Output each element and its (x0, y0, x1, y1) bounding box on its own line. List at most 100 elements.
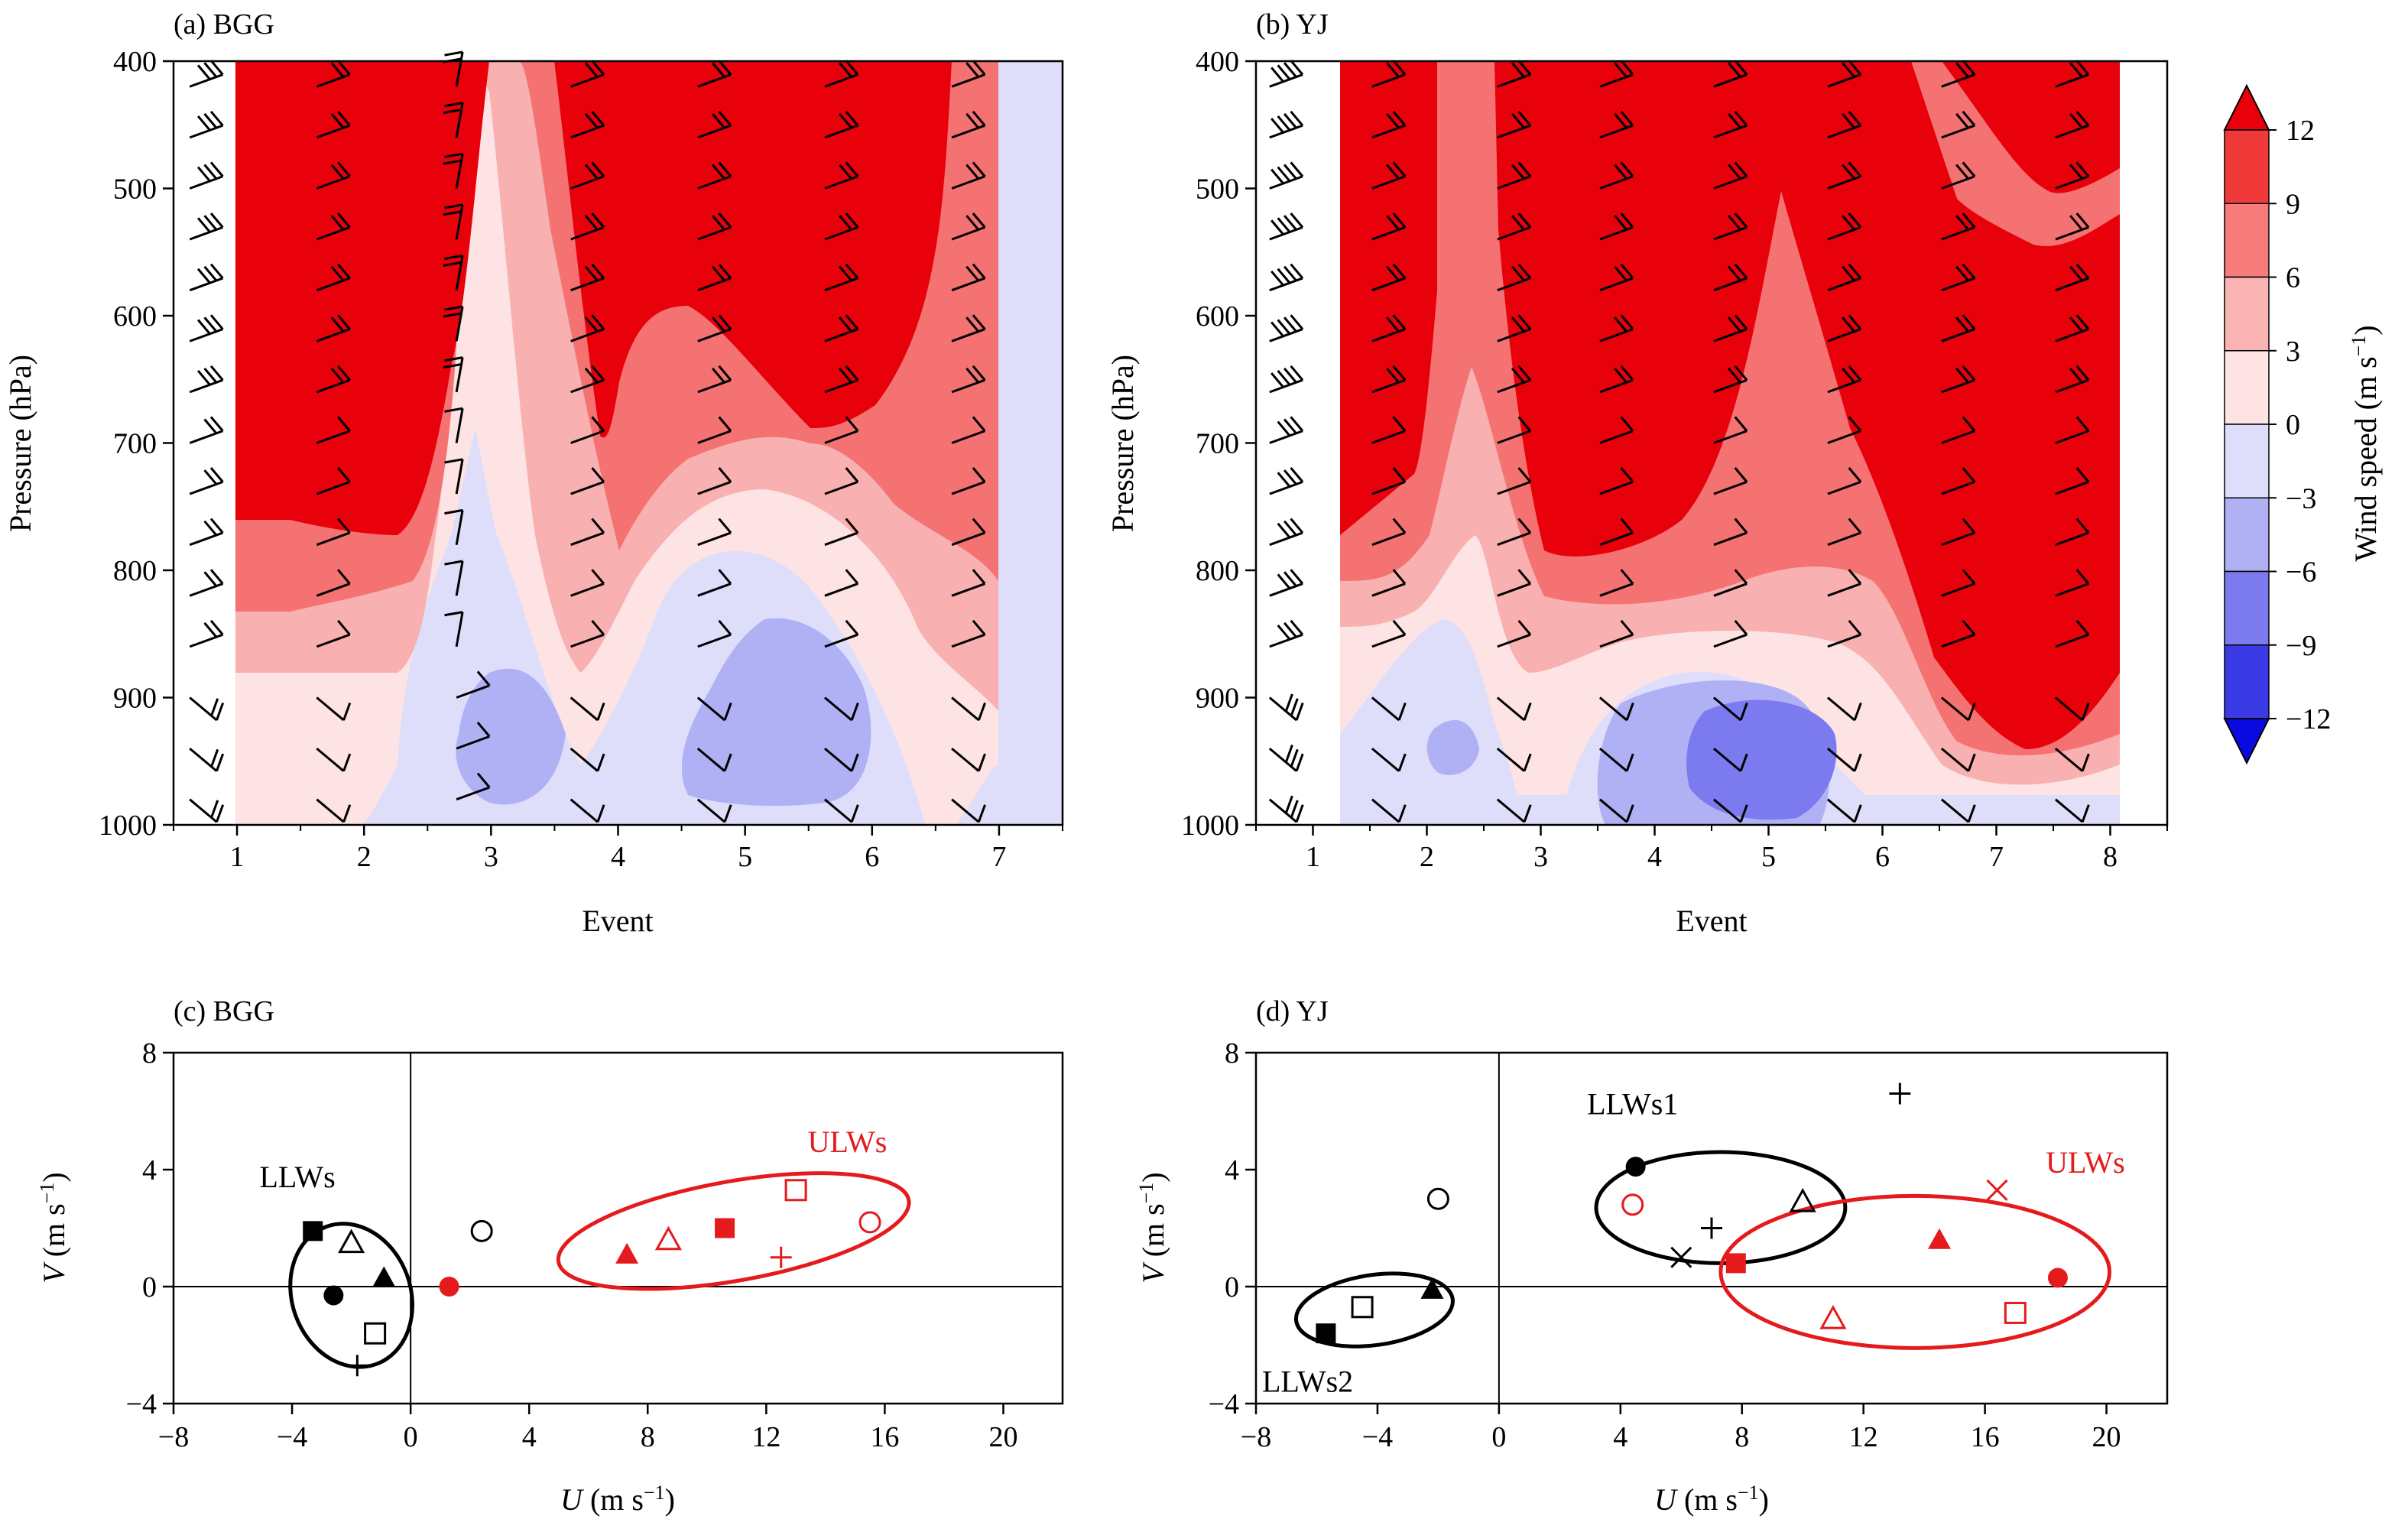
panel-c-y-tick-label: 0 (142, 1271, 157, 1303)
wind-barb-feather (972, 161, 986, 177)
wind-barb (570, 73, 605, 88)
colorbar-tick-label: 12 (2286, 115, 2315, 147)
wind-barb-feather (845, 619, 859, 636)
wind-barb-feather (1386, 112, 1400, 129)
panel-a-y-tick-label: 500 (113, 174, 157, 206)
wind-barb-feather (1392, 467, 1407, 483)
colorbar-tick-label: −9 (2286, 630, 2316, 662)
wind-barb-feather (444, 305, 463, 311)
wind-barb-feather (1955, 367, 1969, 384)
panel-b-y-tick-label: 600 (1196, 300, 1239, 333)
wind-barb-feather (1848, 60, 1862, 76)
wind-barb-feather (1511, 215, 1525, 231)
wind-barb-feather (1523, 804, 1532, 823)
wind-barb-feather (1392, 161, 1407, 177)
wind-barb-feather (443, 312, 462, 318)
wind-barb-feather (1728, 164, 1741, 180)
colorbar-box (2224, 424, 2270, 498)
wind-barb-feather (1967, 804, 1976, 823)
wind-barb (1826, 798, 1856, 823)
wind-barb-feather (1955, 215, 1969, 231)
wind-barb (316, 480, 351, 495)
wind-barb-feather (337, 213, 351, 229)
wind-barb-feather (845, 263, 859, 279)
wind-barb-feather (209, 314, 224, 330)
wind-barb (1713, 531, 1748, 547)
wind-barb-feather (2075, 60, 2090, 76)
wind-barb (1268, 696, 1298, 722)
wind-barb (697, 378, 732, 394)
wind-barb-feather (1955, 62, 1969, 78)
wind-barb-feather (196, 115, 211, 131)
wind-barb (1826, 696, 1856, 722)
panel-c-xlabel: U (m s−1) (560, 1482, 675, 1517)
wind-barb (455, 510, 464, 545)
colorbar-tick-label: 3 (2286, 336, 2300, 368)
wind-barb-feather (203, 418, 218, 434)
wind-barb (189, 175, 223, 190)
data-point (439, 1277, 459, 1297)
wind-barb-feather (1392, 518, 1407, 534)
wind-barb-feather (845, 569, 859, 585)
wind-barb (1598, 696, 1628, 722)
wind-barb (316, 798, 345, 823)
panel-c-x-tick-label: −8 (158, 1421, 189, 1453)
wind-barb-feather (591, 569, 605, 585)
wind-barb-feather (718, 314, 732, 330)
wind-barb (189, 378, 223, 394)
wind-barb (696, 747, 726, 772)
wind-barb-feather (203, 469, 218, 485)
wind-barb (1827, 73, 1861, 88)
wind-barb (824, 124, 858, 139)
wind-barb (824, 277, 858, 292)
wind-barb (1827, 633, 1861, 648)
wind-barb-feather (1614, 367, 1628, 384)
wind-barb (1371, 226, 1406, 241)
wind-barb-feather (203, 62, 218, 78)
wind-barb-feather (965, 367, 980, 384)
panel-d-group-label: LLWs1 (1587, 1086, 1678, 1121)
wind-barb (697, 430, 732, 444)
wind-barb-feather (330, 316, 345, 333)
wind-barb (1827, 378, 1861, 394)
wind-barb (189, 328, 223, 342)
wind-barb (455, 51, 464, 87)
wind-barb-feather (977, 804, 986, 823)
wind-barb (2055, 124, 2089, 139)
wind-barb-feather (1517, 161, 1532, 177)
wind-barb (951, 583, 985, 597)
wind-barb-feather (965, 164, 980, 180)
wind-barb-feather (2069, 265, 2083, 282)
wind-barb-feather (1397, 702, 1407, 721)
wind-barb-feather (850, 702, 859, 721)
data-point (1789, 1187, 1816, 1212)
wind-barb-feather (1511, 62, 1525, 78)
wind-barb (455, 102, 464, 138)
wind-barb (1497, 73, 1531, 88)
wind-barb (1713, 226, 1748, 241)
wind-barb (1941, 531, 1975, 547)
wind-barb-feather (203, 367, 218, 384)
panel-b-ticks: 1 2 3 4 5 6 7 8 400 500 600 700 800 900 1000 (1181, 46, 2168, 873)
wind-barb-feather (850, 753, 859, 772)
wind-barb-feather (1277, 472, 1291, 488)
wind-barb-feather (845, 518, 859, 534)
data-point (1725, 1253, 1746, 1274)
data-point (770, 1246, 792, 1268)
wind-barb-feather (1734, 569, 1748, 585)
data-point (654, 1225, 682, 1251)
wind-barb (1268, 747, 1298, 772)
data-point (1670, 1246, 1692, 1268)
wind-barb-feather (591, 263, 605, 279)
wind-barb (2055, 480, 2089, 495)
panel-b-x-tick-label: 6 (1875, 841, 1890, 873)
wind-barb-feather (203, 265, 218, 282)
wind-barb-feather (591, 161, 605, 177)
panel-c-group-ellipse (556, 1171, 911, 1291)
wind-barb (570, 798, 599, 823)
panel-a-y-tick-label: 700 (113, 428, 157, 460)
wind-barb-feather (203, 316, 218, 333)
wind-barb (455, 357, 464, 393)
wind-barb (456, 786, 490, 801)
